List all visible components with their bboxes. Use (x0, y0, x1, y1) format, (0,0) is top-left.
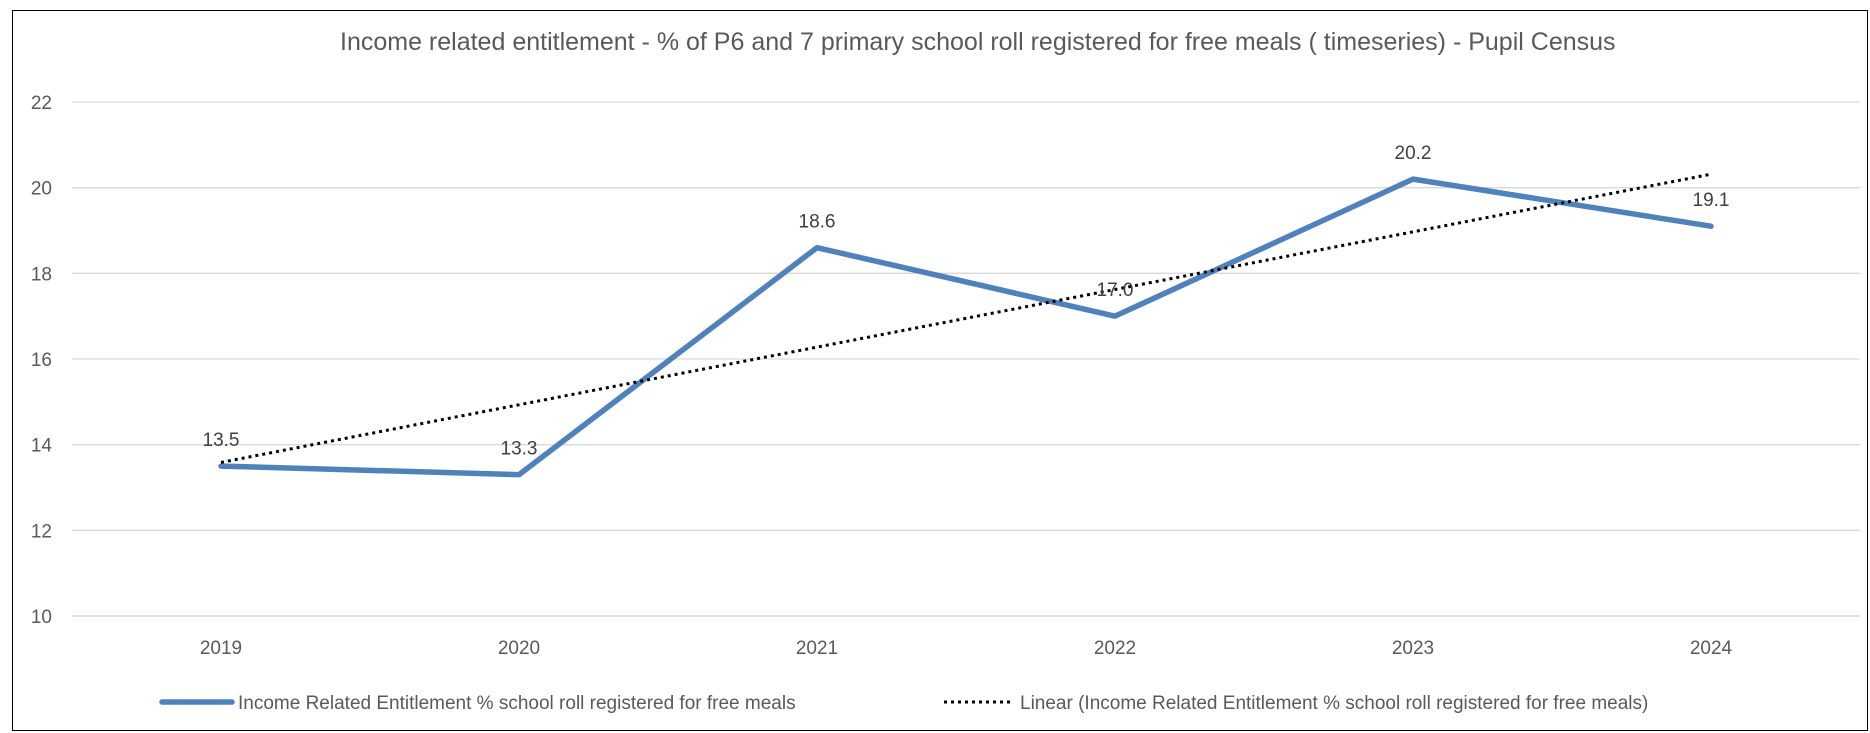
data-label: 17.0 (1097, 280, 1134, 301)
x-tick-label: 2020 (498, 638, 540, 659)
chart-frame (12, 10, 1868, 731)
legend-label-series: Income Related Entitlement % school roll… (238, 693, 796, 714)
series-line-free-meals (218, 176, 1714, 478)
data-labels: 13.5 13.3 18.6 17.0 20.2 19.1 (203, 143, 1730, 460)
x-tick-label: 2019 (200, 638, 242, 659)
data-label: 19.1 (1693, 190, 1730, 211)
y-tick-label: 18 (31, 264, 52, 285)
y-tick-label: 20 (31, 179, 52, 200)
y-tick-label: 22 (31, 93, 52, 114)
trendline-linear (220, 172, 1712, 464)
gridlines (72, 101, 1860, 531)
data-label: 18.6 (799, 212, 836, 233)
x-tick-label: 2022 (1094, 638, 1136, 659)
x-tick-label: 2024 (1690, 638, 1733, 659)
data-label: 20.2 (1395, 143, 1432, 164)
chart-title: Income related entitlement - % of P6 and… (340, 28, 1616, 56)
y-tick-label: 14 (31, 436, 53, 457)
x-tick-label: 2021 (796, 638, 838, 659)
y-tick-label: 16 (31, 350, 52, 371)
y-tick-label: 10 (31, 607, 52, 628)
legend: Income Related Entitlement % school roll… (159, 693, 1648, 714)
legend-label-trendline: Linear (Income Related Entitlement % sch… (1020, 693, 1648, 714)
data-label: 13.5 (203, 430, 240, 451)
y-tick-label: 12 (31, 521, 52, 542)
x-tick-label: 2023 (1392, 638, 1434, 659)
data-label: 13.3 (501, 439, 538, 460)
series-lines (218, 172, 1714, 478)
